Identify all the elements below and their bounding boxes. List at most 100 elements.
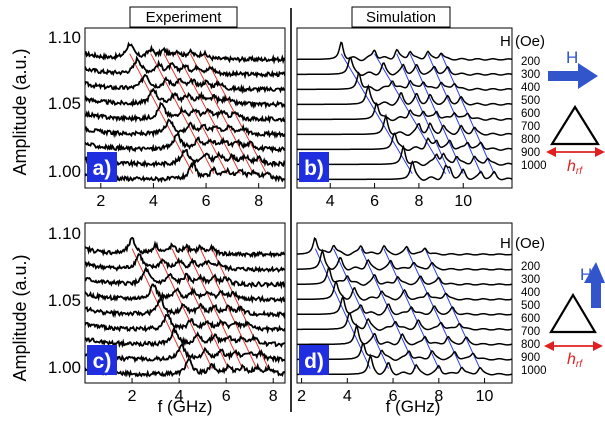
inset-horizontal-field: H hrf [546, 48, 605, 177]
spectrum-trace-1000 [297, 353, 512, 376]
simulation-header-box [351, 6, 451, 28]
spectrum-trace-500 [297, 83, 512, 106]
mode-guide-line [129, 53, 194, 174]
x-tick-label: 4 [175, 388, 184, 405]
spectrum-trace-600 [85, 295, 285, 319]
spectrum-trace-1000 [85, 357, 285, 379]
panel-c: 2 4 6 8 c) [84, 222, 286, 405]
x-tick-label: 2 [128, 388, 137, 405]
field-value-label: 300 [521, 274, 540, 286]
panel-d: 2 4 6 8 10 d) [296, 222, 513, 405]
mode-guide-line [374, 53, 446, 174]
x-tick-label: 4 [343, 388, 352, 405]
field-value-label: 1000 [521, 160, 547, 172]
spectrum-trace-600 [297, 294, 512, 316]
spectrum-trace-400 [85, 265, 285, 290]
panel-tag-label: b) [304, 157, 324, 180]
mode-guide-line [383, 248, 440, 369]
y-tick-top-1: 1.10 [48, 28, 81, 47]
spectrum-trace-500 [85, 283, 285, 304]
y-tick-bottom-2: 1.05 [48, 291, 81, 310]
spectrum-trace-400 [297, 267, 512, 286]
field-legend-title: H (Oe) [500, 33, 545, 50]
spectrum-trace-500 [85, 87, 285, 110]
y-tick-top-2: 1.05 [48, 94, 81, 113]
spectrum-trace-700 [297, 312, 512, 331]
field-value-label: 200 [521, 56, 540, 68]
field-value-label: 500 [521, 95, 540, 107]
mode-guide-line [185, 248, 244, 369]
mode-guide-line [202, 53, 268, 174]
spectrum-trace-300 [297, 248, 512, 271]
x-tick-label: 10 [454, 193, 472, 210]
field-value-label: 1000 [521, 365, 547, 377]
x-tick-label: 4 [149, 193, 158, 210]
field-value-label: 700 [521, 121, 540, 133]
spectrum-trace-200 [85, 41, 285, 65]
x-tick-label: 8 [254, 193, 263, 210]
field-arrow-icon [548, 63, 598, 89]
spectrum-trace-700 [85, 118, 285, 140]
spectrum-trace-900 [297, 144, 512, 167]
triangle-icon [549, 292, 597, 334]
inset-vertical-field: H hrf [544, 262, 605, 370]
field-value-label: 900 [521, 147, 540, 159]
mode-guide-line [406, 248, 463, 369]
mode-guide-line [340, 53, 413, 174]
spectrum-trace-200 [297, 237, 512, 256]
experiment-header: Experiment [146, 9, 223, 26]
x-tick-label: 4 [326, 193, 335, 210]
field-value-label: 700 [521, 326, 540, 338]
spectrum-trace-300 [85, 55, 285, 80]
x-tick-label: 10 [476, 388, 494, 405]
plot-frame [296, 27, 513, 189]
spectrum-trace-400 [85, 73, 285, 95]
x-tick-label: 8 [434, 388, 443, 405]
x-tick-label: 6 [222, 388, 231, 405]
spectrum-trace-600 [85, 101, 285, 124]
panel-a: 2 4 6 8 a) [84, 27, 286, 210]
y-axis-label-bottom: Amplitude (a.u.) [10, 254, 30, 381]
triangle-icon [550, 104, 600, 146]
field-arrow-icon [584, 262, 605, 308]
x-tick-label: 6 [389, 388, 398, 405]
x-tick-label: 2 [96, 193, 105, 210]
mode-guide-line [199, 248, 258, 369]
x-axis-label-experiment: f (GHz) [158, 397, 213, 416]
spectrum-trace-800 [85, 325, 285, 349]
field-value-label: 400 [521, 82, 540, 94]
spectrum-trace-500 [297, 280, 512, 301]
rf-symbol: hrf [567, 158, 583, 177]
field-symbol: H [580, 265, 592, 284]
field-value-label: 800 [521, 134, 540, 146]
field-value-label: 300 [521, 69, 540, 81]
experiment-header-box [129, 6, 238, 28]
mode-guide-line [409, 53, 464, 174]
field-value-label: 400 [521, 287, 540, 299]
spectrum-trace-600 [297, 101, 512, 122]
y-tick-top-3: 1.00 [48, 162, 81, 181]
mode-guide-line [360, 248, 417, 369]
panel-tag: b) [299, 152, 329, 182]
rf-arrow-icon [544, 341, 603, 351]
plot-frame [296, 222, 513, 384]
spectrum-trace-700 [297, 113, 512, 137]
spectrum-trace-1000 [297, 159, 512, 181]
mode-guide-line [150, 53, 215, 174]
spectrum-trace-800 [297, 322, 512, 346]
spectrum-trace-400 [297, 71, 512, 92]
mode-guide-line [176, 53, 241, 174]
spectrum-trace-800 [85, 132, 285, 154]
spectrum-trace-900 [85, 148, 285, 169]
x-tick-label: 6 [202, 193, 211, 210]
field-legend-title: H (Oe) [500, 235, 545, 252]
field-value-label: 600 [521, 108, 540, 120]
spectrum-trace-200 [85, 236, 285, 259]
panel-tag-label: d) [304, 350, 324, 373]
field-value-label: 500 [521, 300, 540, 312]
x-tick-label: 8 [414, 193, 423, 210]
spectrum-trace-200 [297, 41, 512, 62]
y-tick-bottom-1: 1.10 [48, 224, 81, 243]
spectrum-trace-900 [297, 343, 512, 361]
